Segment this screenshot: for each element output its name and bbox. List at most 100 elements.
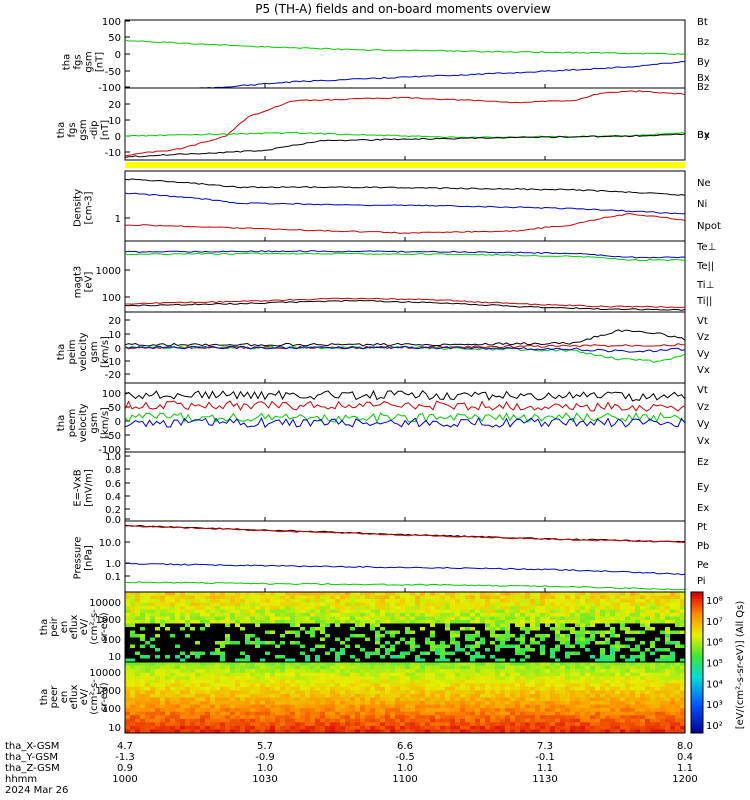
spectrogram-cell [255, 599, 261, 603]
spectrogram-cell [590, 722, 596, 727]
spectrogram-cell [185, 606, 191, 610]
spectrogram-cell [375, 708, 381, 713]
spectrogram-cell [495, 641, 501, 645]
spectrogram-cell [310, 627, 316, 631]
spectrogram-cell [170, 693, 176, 698]
spectrogram-cell [650, 658, 656, 663]
spectrogram-cell [470, 711, 476, 716]
spectrogram-cell [470, 715, 476, 720]
spectrogram-cell [170, 634, 176, 638]
spectrogram-cell [195, 634, 201, 638]
legend-ne: Ne [697, 178, 711, 189]
spectrogram-cell [270, 718, 276, 723]
spectrogram-cell [220, 651, 226, 656]
spectrogram-cell [360, 655, 366, 659]
spectrogram-cell [140, 718, 146, 723]
spectrogram-cell [225, 637, 231, 642]
spectrogram-cell [545, 665, 551, 670]
spectrogram-cell [145, 651, 151, 656]
spectrogram-cell [250, 641, 256, 645]
spectrogram-cell [240, 722, 246, 727]
panel-frame [124, 451, 686, 522]
spectrogram-cell [320, 711, 326, 716]
spectrogram-cell [145, 704, 151, 709]
spectrogram-cell [315, 644, 321, 649]
spectrogram-cell [340, 690, 346, 695]
spectrogram-cell [520, 620, 526, 624]
spectrogram-cell [310, 704, 316, 709]
spectrogram-cell [550, 637, 556, 642]
spectrogram-cell [535, 616, 541, 621]
spectrogram-cell [175, 679, 181, 684]
spectrogram-cell [155, 708, 161, 713]
spectrogram-cell [485, 718, 491, 723]
spectrogram-cell [560, 718, 566, 723]
spectrogram-cell [450, 620, 456, 624]
spectrogram-cell [655, 658, 661, 663]
spectrogram-cell [330, 711, 336, 716]
y-axis-label-line: tha [39, 619, 50, 635]
spectrogram-cell [280, 690, 286, 695]
spectrogram-cell [570, 641, 576, 645]
spectrogram-cell [130, 665, 136, 670]
spectrogram-cell [495, 623, 501, 628]
spectrogram-cell [580, 620, 586, 624]
spectrogram-cell [360, 623, 366, 628]
spectrogram-cell [440, 599, 446, 603]
spectrogram-cell [565, 704, 571, 709]
spectrogram-cell [570, 648, 576, 652]
spectrogram-cell [645, 637, 651, 642]
spectrogram-cell [530, 669, 536, 674]
spectrogram-cell [430, 630, 436, 635]
spectrogram-cell [410, 648, 416, 652]
spectrogram-cell [675, 658, 681, 663]
spectrogram-cell [600, 620, 606, 624]
spectrogram-cell [400, 599, 406, 603]
spectrogram-cell [125, 676, 131, 681]
spectrogram-cell [510, 609, 516, 614]
y-axis-label-line: Density [73, 189, 84, 227]
spectrogram-cell [315, 637, 321, 642]
spectrogram-cell [295, 662, 301, 666]
spectrogram-cell [450, 592, 456, 596]
spectrogram-cell [470, 620, 476, 624]
spectrogram-cell [670, 704, 676, 709]
spectrogram-cell [395, 704, 401, 709]
spectrogram-cell [410, 651, 416, 656]
spectrogram-cell [380, 722, 386, 727]
spectrogram-cell [500, 641, 506, 645]
colorbar-segment [691, 704, 703, 708]
spectrogram-cell [195, 708, 201, 713]
spectrogram-cell [575, 644, 581, 649]
spectrogram-cell [410, 655, 416, 659]
spectrogram-cell [465, 704, 471, 709]
spectrogram-cell [375, 630, 381, 635]
spectrogram-cell [240, 620, 246, 624]
spectrogram-cell [370, 662, 376, 666]
spectrogram-cell [235, 722, 241, 727]
spectrogram-cell [205, 665, 211, 670]
spectrogram-cell [665, 599, 671, 603]
spectrogram-cell [530, 690, 536, 695]
spectrogram-cell [525, 616, 531, 621]
spectrogram-cell [560, 697, 566, 702]
spectrogram-cell [200, 655, 206, 659]
spectrogram-cell [400, 690, 406, 695]
spectrogram-cell [160, 630, 166, 635]
spectrogram-cell [585, 616, 591, 621]
spectrogram-cell [565, 606, 571, 610]
spectrogram-cell [180, 658, 186, 663]
spectrogram-cell [235, 637, 241, 642]
colorbar-segment [691, 613, 703, 616]
spectrogram-cell [285, 637, 291, 642]
spectrogram-cell [180, 602, 186, 607]
spectrogram-cell [490, 669, 496, 674]
spectrogram-cell [430, 676, 436, 681]
spectrogram-cell [600, 690, 606, 695]
spectrogram-cell [225, 641, 231, 645]
spectrogram-cell [565, 715, 571, 720]
spectrogram-cell [600, 729, 606, 734]
spectrogram-cell [585, 651, 591, 656]
spectrogram-cell [630, 648, 636, 652]
